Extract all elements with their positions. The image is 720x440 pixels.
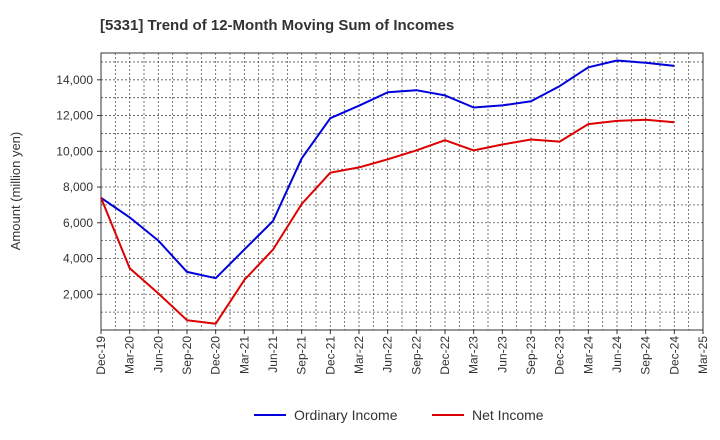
- grid-lines: [100, 53, 704, 330]
- y-tick-label: 8,000: [63, 180, 93, 194]
- series-line-ordinary-income: [100, 59, 675, 280]
- y-tick-label: 4,000: [63, 252, 93, 266]
- x-tick-label: Jun-23: [495, 336, 509, 373]
- y-tick-label: 2,000: [63, 287, 93, 301]
- x-tick-label: Sep-20: [180, 336, 194, 375]
- x-tick-label: Sep-21: [295, 336, 309, 375]
- legend: Ordinary Income Net Income: [254, 407, 544, 423]
- x-tick-label: Mar-25: [696, 336, 710, 374]
- x-tick-label: Mar-22: [352, 336, 366, 374]
- x-tick-label: Dec-23: [553, 336, 567, 375]
- plot-area-frame: [100, 52, 704, 331]
- x-tick-label: Jun-21: [266, 336, 280, 373]
- x-tick-label: Sep-24: [639, 336, 653, 375]
- legend-label: Net Income: [472, 407, 544, 423]
- x-tick-label: Sep-23: [524, 336, 538, 375]
- y-tick-label: 14,000: [56, 73, 93, 87]
- x-tick-label: Dec-20: [209, 336, 223, 375]
- x-tick-label: Mar-24: [581, 336, 595, 374]
- x-axis-ticks: Dec-19 Mar-20 Jun-20 Sep-20 Dec-20 Mar-21 Jun-…: [94, 330, 710, 375]
- x-tick-label: Dec-24: [667, 336, 681, 375]
- x-tick-label: Dec-19: [94, 336, 108, 375]
- series-lines: [100, 59, 675, 325]
- legend-label: Ordinary Income: [294, 407, 398, 423]
- x-tick-label: Mar-23: [467, 336, 481, 374]
- y-axis-label: Amount (million yen): [8, 132, 23, 251]
- chart-title: [5331] Trend of 12-Month Moving Sum of I…: [100, 17, 454, 34]
- y-tick-label: 6,000: [63, 216, 93, 230]
- x-tick-label: Jun-20: [151, 336, 165, 373]
- x-tick-label: Dec-21: [323, 336, 337, 375]
- x-tick-label: Dec-22: [438, 336, 452, 375]
- x-tick-label: Mar-20: [123, 336, 137, 374]
- series-line-net-income: [100, 118, 675, 325]
- x-tick-label: Jun-22: [381, 336, 395, 373]
- x-tick-label: Jun-24: [610, 336, 624, 373]
- y-tick-label: 12,000: [56, 109, 93, 123]
- y-tick-label: 10,000: [56, 144, 93, 158]
- y-axis-ticks: 2,000 4,000 6,000 8,000 10,000 12,000 14,000: [56, 73, 101, 301]
- x-tick-label: Sep-22: [409, 336, 423, 375]
- x-tick-label: Mar-21: [237, 336, 251, 374]
